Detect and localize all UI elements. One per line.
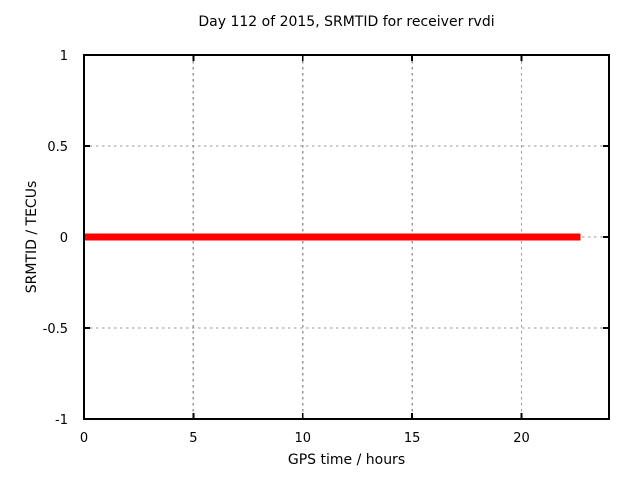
plot-border [83,54,610,420]
y-tick-label: -0.5 [43,322,68,337]
chart-title: Day 112 of 2015, SRMTID for receiver rvd… [198,14,495,30]
x-axis-label: GPS time / hours [287,452,406,468]
x-tick-label: 10 [294,431,311,446]
y-tick-label: 0 [60,231,68,246]
x-tick-label: 15 [404,431,421,446]
x-tick-label: 5 [189,431,197,446]
x-tick-label: 20 [513,431,530,446]
y-tick-label: 1 [60,49,68,64]
y-tick-label: 0.5 [47,140,68,155]
y-tick-label: -1 [55,413,68,428]
x-tick-label: 0 [80,431,88,446]
